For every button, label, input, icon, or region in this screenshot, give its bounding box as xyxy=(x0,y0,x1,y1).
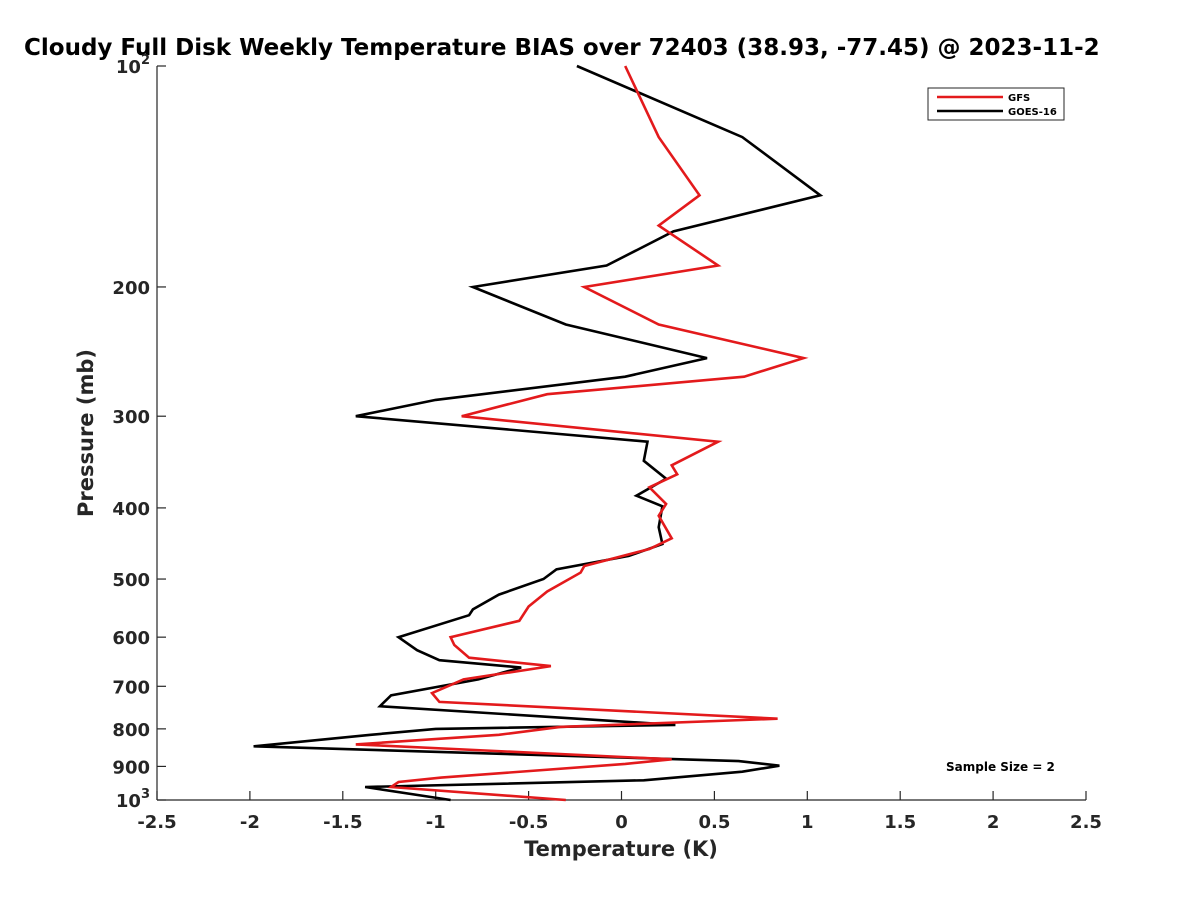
x-tick-label: 0.5 xyxy=(698,812,730,833)
y-tick-label: 103 xyxy=(116,787,150,812)
sample-size-annotation: Sample Size = 2 xyxy=(946,760,1055,774)
y-tick-label: 200 xyxy=(112,278,150,299)
y-tick-label: 600 xyxy=(112,628,150,649)
series-line-goes16 xyxy=(253,64,824,802)
legend-label-goes16: GOES-16 xyxy=(1008,107,1057,118)
x-tick-label: 1 xyxy=(801,812,814,833)
x-tick-label: -2 xyxy=(240,812,260,833)
chart-title: Cloudy Full Disk Weekly Temperature BIAS… xyxy=(24,35,1100,61)
y-tick-label: 800 xyxy=(112,720,150,741)
x-tick-label: -2.5 xyxy=(137,812,176,833)
series-layer xyxy=(253,64,824,802)
x-axis-label: Temperature (K) xyxy=(524,837,718,861)
x-tick-label: -0.5 xyxy=(509,812,548,833)
y-tick-label: 700 xyxy=(112,677,150,698)
legend-box xyxy=(927,87,1065,121)
x-tick-label: 2.5 xyxy=(1070,812,1102,833)
y-tick-label: 300 xyxy=(112,407,150,428)
y-tick-label: 900 xyxy=(112,757,150,778)
x-tick-label: -1 xyxy=(426,812,446,833)
y-tick-label: 102 xyxy=(116,53,150,78)
x-tick-label: 2 xyxy=(987,812,1000,833)
y-axis-label: Pressure (mb) xyxy=(74,349,98,517)
x-tick-label: 1.5 xyxy=(884,812,916,833)
x-tick-label: -1.5 xyxy=(323,812,362,833)
legend: GFS GOES-16 xyxy=(927,87,1065,121)
x-ticks: -2.5 -2 -1.5 -1 -0.5 0 0.5 1 1.5 2 2.5 xyxy=(137,791,1102,833)
x-tick-label: 0 xyxy=(615,812,628,833)
series-line-gfs xyxy=(355,65,809,802)
y-ticks: 102 200 300 400 500 600 700 800 900 103 xyxy=(112,53,166,812)
y-tick-label: 400 xyxy=(112,499,150,520)
legend-label-gfs: GFS xyxy=(1008,93,1030,104)
y-tick-label: 500 xyxy=(112,570,150,591)
